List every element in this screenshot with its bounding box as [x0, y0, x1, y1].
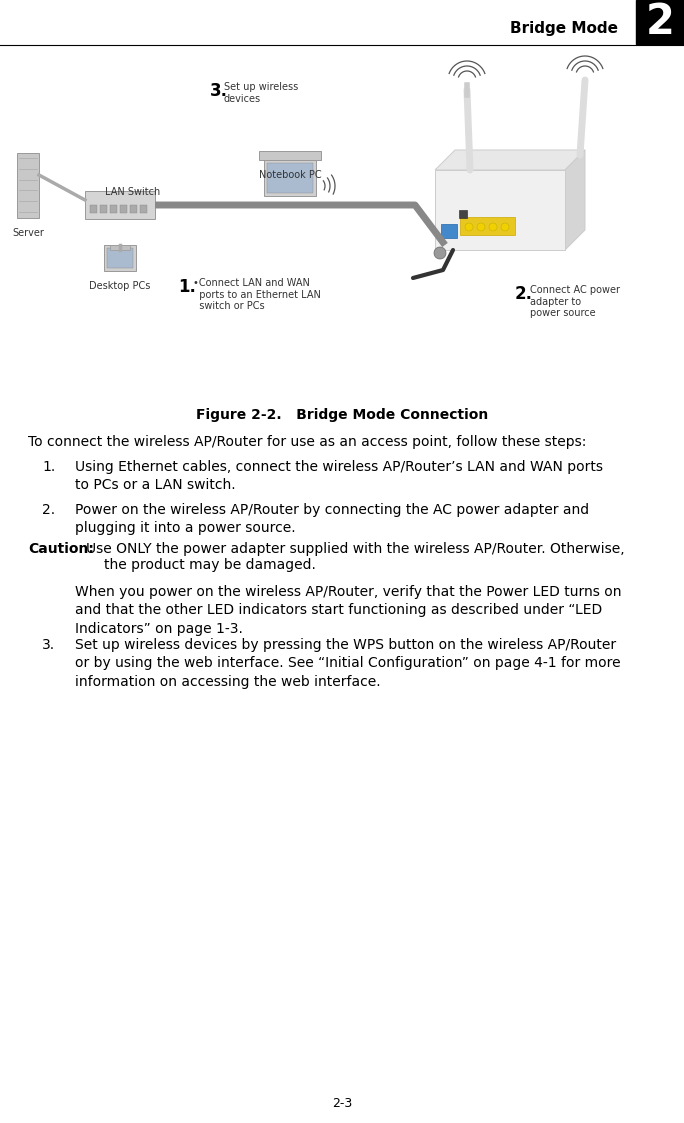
- Polygon shape: [435, 150, 585, 170]
- Bar: [441, 223, 457, 238]
- Bar: [17, 153, 39, 218]
- Text: 2: 2: [646, 1, 674, 43]
- Text: 2.: 2.: [515, 285, 533, 303]
- Text: 2-3: 2-3: [332, 1097, 352, 1110]
- Text: Using Ethernet cables, connect the wireless AP/Router’s LAN and WAN ports
to PCs: Using Ethernet cables, connect the wirel…: [75, 460, 603, 492]
- Text: LAN Switch: LAN Switch: [105, 188, 160, 197]
- Text: Figure 2-2.   Bridge Mode Connection: Figure 2-2. Bridge Mode Connection: [196, 408, 488, 422]
- Text: the product may be damaged.: the product may be damaged.: [104, 558, 316, 572]
- Bar: [264, 159, 316, 197]
- Bar: [85, 191, 155, 219]
- Text: Set up wireless devices by pressing the WPS button on the wireless AP/Router
or : Set up wireless devices by pressing the …: [75, 638, 620, 688]
- Polygon shape: [565, 150, 585, 250]
- Circle shape: [501, 223, 509, 231]
- Text: 1.: 1.: [42, 460, 55, 474]
- Text: Power on the wireless AP/Router by connecting the AC power adapter and
plugging : Power on the wireless AP/Router by conne…: [75, 503, 589, 536]
- Bar: [460, 217, 515, 235]
- Text: When you power on the wireless AP/Router, verify that the Power LED turns on
and: When you power on the wireless AP/Router…: [75, 585, 622, 636]
- Text: 1.: 1.: [178, 279, 196, 296]
- Bar: [267, 163, 313, 193]
- Text: 3.: 3.: [210, 82, 228, 100]
- Bar: [130, 206, 137, 213]
- Circle shape: [489, 223, 497, 231]
- Text: Notebook PC: Notebook PC: [259, 170, 321, 180]
- Bar: [110, 206, 117, 213]
- Text: Connect AC power
adapter to
power source: Connect AC power adapter to power source: [530, 285, 620, 318]
- Bar: [100, 206, 107, 213]
- Text: 2.: 2.: [42, 503, 55, 517]
- Bar: [140, 206, 147, 213]
- Text: To connect the wireless AP/Router for use as an access point, follow these steps: To connect the wireless AP/Router for us…: [28, 435, 586, 449]
- Text: •Connect LAN and WAN
  ports to an Ethernet LAN
  switch or PCs: •Connect LAN and WAN ports to an Etherne…: [193, 279, 321, 311]
- Circle shape: [465, 223, 473, 231]
- Circle shape: [477, 223, 485, 231]
- Bar: [107, 248, 133, 268]
- Text: Use ONLY the power adapter supplied with the wireless AP/Router. Otherwise,: Use ONLY the power adapter supplied with…: [86, 542, 624, 556]
- Text: Bridge Mode: Bridge Mode: [510, 20, 618, 36]
- Text: Desktop PCs: Desktop PCs: [90, 281, 150, 291]
- Text: 3.: 3.: [42, 638, 55, 652]
- Bar: [459, 210, 467, 218]
- Bar: [110, 245, 130, 250]
- Text: Caution:: Caution:: [28, 542, 94, 556]
- Bar: [120, 206, 127, 213]
- Bar: [435, 170, 565, 250]
- Bar: [259, 150, 321, 159]
- Text: Set up wireless
devices: Set up wireless devices: [224, 82, 298, 103]
- Circle shape: [434, 247, 446, 259]
- Bar: [90, 206, 97, 213]
- Bar: [104, 245, 136, 271]
- Text: Server: Server: [12, 228, 44, 237]
- Bar: [636, 0, 684, 44]
